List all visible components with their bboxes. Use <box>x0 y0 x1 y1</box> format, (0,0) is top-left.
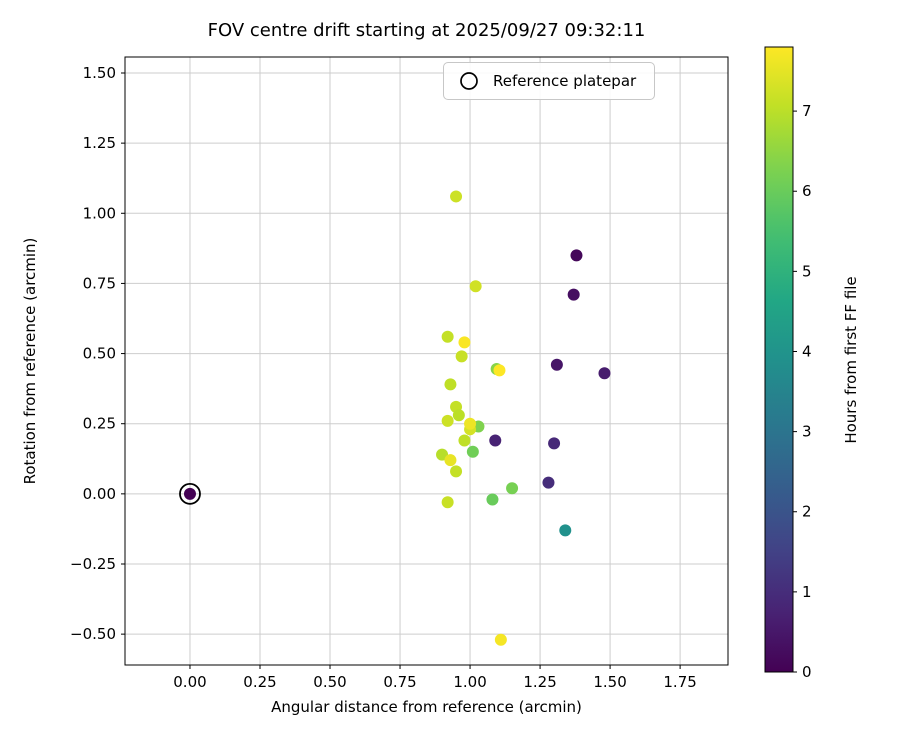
grid-lines <box>125 57 728 665</box>
svg-text:1.50: 1.50 <box>593 673 626 691</box>
svg-text:0.25: 0.25 <box>83 415 116 433</box>
y-axis-label: Rotation from reference (arcmin) <box>21 237 39 485</box>
svg-text:1.75: 1.75 <box>663 673 696 691</box>
svg-text:2: 2 <box>802 503 812 521</box>
svg-text:1.00: 1.00 <box>453 673 486 691</box>
svg-text:1.50: 1.50 <box>83 64 116 82</box>
scatter-points <box>183 190 611 646</box>
svg-text:0.50: 0.50 <box>313 673 346 691</box>
svg-text:0: 0 <box>802 663 812 681</box>
svg-text:1.25: 1.25 <box>523 673 556 691</box>
svg-text:0.50: 0.50 <box>83 345 116 363</box>
reference-platepar-marker-icon <box>460 72 478 90</box>
svg-text:0.00: 0.00 <box>173 673 206 691</box>
svg-text:0.75: 0.75 <box>383 673 416 691</box>
svg-text:5: 5 <box>802 262 812 280</box>
y-axis-ticks: −0.50 −0.25 0.00 0.25 0.50 0.75 1.00 1.25 1.50 <box>70 64 125 643</box>
legend: Reference platepar <box>443 62 656 100</box>
svg-text:0.25: 0.25 <box>243 673 276 691</box>
svg-text:1.25: 1.25 <box>83 134 116 152</box>
svg-text:4: 4 <box>802 342 812 360</box>
svg-text:1.00: 1.00 <box>83 204 116 222</box>
svg-text:3: 3 <box>802 423 812 441</box>
svg-text:0.75: 0.75 <box>83 274 116 292</box>
axes-frame <box>124 56 729 666</box>
colorbar-ticks: 0 1 2 3 4 5 6 7 <box>793 102 812 681</box>
legend-label: Reference platepar <box>493 72 637 90</box>
colorbar <box>764 46 794 673</box>
svg-text:6: 6 <box>802 182 812 200</box>
svg-text:7: 7 <box>802 102 812 120</box>
svg-text:0.00: 0.00 <box>83 485 116 503</box>
svg-text:1: 1 <box>802 583 812 601</box>
reference-platepar-marker <box>179 482 201 505</box>
x-axis-ticks: 0.00 0.25 0.50 0.75 1.00 1.25 1.50 1.75 <box>173 665 697 691</box>
svg-text:−0.50: −0.50 <box>70 625 116 643</box>
svg-text:−0.25: −0.25 <box>70 555 116 573</box>
colorbar-label: Hours from first FF file <box>842 276 860 444</box>
plot-title: FOV centre drift starting at 2025/09/27 … <box>207 20 646 41</box>
x-axis-label: Angular distance from reference (arcmin) <box>271 698 582 716</box>
